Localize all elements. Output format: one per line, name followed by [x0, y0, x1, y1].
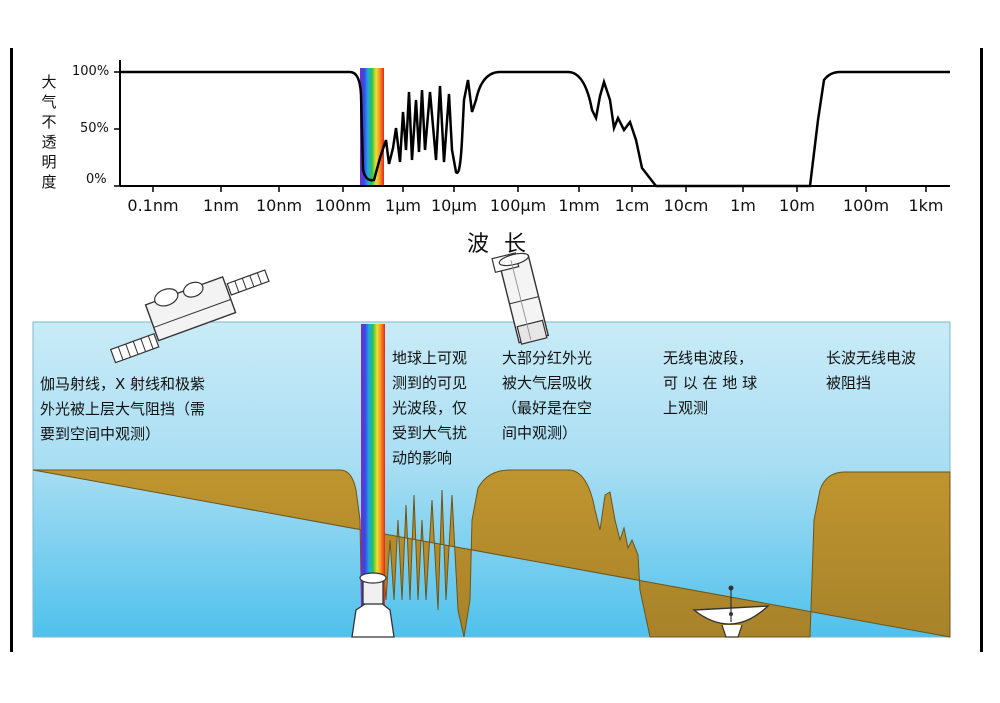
note-infrared: 大部分红外光 被大气层吸收 （最好是在空 间中观测）: [502, 346, 592, 446]
satellite-icon: [109, 269, 270, 364]
y-label-char: 气: [41, 93, 57, 111]
note-line: 伽马射线，X 射线和极紫: [40, 375, 206, 393]
space-telescope-icon: [491, 252, 550, 345]
y-label-char: 大: [41, 73, 57, 91]
note-line: 间中观测）: [502, 424, 578, 442]
x-tick-label: 1km: [908, 196, 944, 215]
note-line: 无线电波段，: [663, 349, 754, 367]
note-line: 光波段，仅: [392, 399, 468, 417]
x-tick-label: 10cm: [663, 196, 709, 215]
left-border: [10, 48, 13, 652]
x-tick-label: 1μm: [385, 196, 421, 215]
x-tick-label: 10nm: [255, 196, 303, 215]
radio-dish-icon: [692, 585, 770, 638]
y-label-char: 度: [41, 173, 57, 191]
visible-light-beam: [361, 324, 385, 614]
note-line: 要到空间中观测）: [40, 425, 161, 443]
note-gamma-xray-uv: 伽马射线，X 射线和极紫 外光被上层大气阻挡（需 要到空间中观测）: [40, 372, 205, 447]
right-border: [980, 48, 983, 652]
y-tick-label: 50%: [80, 121, 109, 136]
note-long-wave-radio: 长波无线电波 被阻挡: [826, 346, 916, 396]
note-line: 外光被上层大气阻挡（需: [40, 400, 206, 418]
note-line: 动的影响: [392, 449, 453, 467]
opacity-chart: [114, 60, 950, 192]
y-label-char: 透: [41, 133, 57, 151]
y-tick-label: 100%: [72, 64, 110, 79]
note-line: 被大气层吸收: [502, 374, 593, 392]
note-line: 测到的可见: [392, 374, 468, 392]
x-tick-label: 1mm: [558, 196, 600, 215]
x-tick-label: 1cm: [614, 196, 650, 215]
x-tick-label: 10m: [779, 196, 815, 215]
x-tick-label: 0.1nm: [127, 196, 179, 215]
y-ticks: [114, 71, 120, 187]
note-line: 大部分红外光: [502, 349, 593, 367]
opacity-curve: [120, 70, 950, 188]
x-axis-title: 波 长: [467, 232, 530, 257]
note-line: 可 以 在 地 球: [663, 374, 758, 392]
x-tick-label: 1nm: [203, 196, 239, 215]
x-tick-label: 1m: [730, 196, 756, 215]
note-line: 地球上可观: [392, 349, 468, 367]
x-tick-label: 100nm: [314, 196, 372, 215]
y-label-char: 明: [41, 153, 57, 171]
x-tick-label: 100m: [842, 196, 890, 215]
ground-telescope-icon: [351, 572, 395, 638]
note-line: 上观测: [663, 399, 709, 417]
note-radio: 无线电波段， 可 以 在 地 球 上观测: [663, 346, 757, 421]
x-tick-marks: [152, 186, 927, 192]
note-line: （最好是在空: [502, 399, 593, 417]
y-axis-title: 大 气 不 透 明 度: [40, 72, 58, 192]
y-tick-label: 0%: [86, 172, 107, 187]
note-line: 被阻挡: [826, 374, 872, 392]
y-label-char: 不: [41, 113, 57, 131]
note-visible-light: 地球上可观 测到的可见 光波段，仅 受到大气扰 动的影响: [392, 346, 467, 471]
x-tick-label: 10μm: [430, 196, 478, 215]
note-line: 长波无线电波: [826, 349, 917, 367]
note-line: 受到大气扰: [392, 424, 468, 442]
x-tick-label: 100μm: [489, 196, 547, 215]
